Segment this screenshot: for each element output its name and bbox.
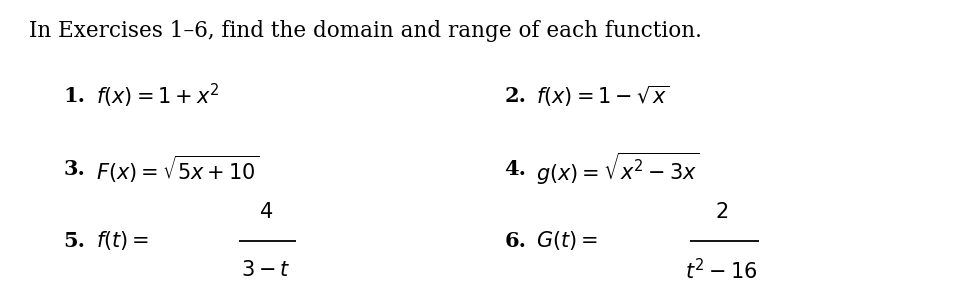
Text: $f(t) =$: $f(t) =$ <box>96 230 149 252</box>
Text: $f(x) = 1 + x^2$: $f(x) = 1 + x^2$ <box>96 82 219 110</box>
Text: $t^2 - 16$: $t^2 - 16$ <box>685 258 757 283</box>
Text: In Exercises 1–6, find the domain and range of each function.: In Exercises 1–6, find the domain and ra… <box>29 20 701 42</box>
Text: $f(x) = 1 - \sqrt{x}$: $f(x) = 1 - \sqrt{x}$ <box>536 84 669 109</box>
Text: 2.: 2. <box>504 86 525 106</box>
Text: 3.: 3. <box>64 159 85 179</box>
Text: 1.: 1. <box>64 86 85 106</box>
Text: 4.: 4. <box>504 159 525 179</box>
Text: $2$: $2$ <box>714 202 728 222</box>
Text: 5.: 5. <box>64 231 85 251</box>
Text: $F(x) = \sqrt{5x + 10}$: $F(x) = \sqrt{5x + 10}$ <box>96 154 259 185</box>
Text: 6.: 6. <box>504 231 525 251</box>
Text: $3 - t$: $3 - t$ <box>242 260 290 280</box>
Text: $G(t) =$: $G(t) =$ <box>536 230 598 252</box>
Text: $4$: $4$ <box>259 202 273 222</box>
Text: $g(x) = \sqrt{x^2 - 3x}$: $g(x) = \sqrt{x^2 - 3x}$ <box>536 151 699 187</box>
